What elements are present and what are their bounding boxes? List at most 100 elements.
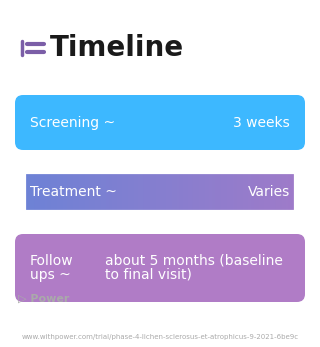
Bar [24,163,25,221]
Bar [157,163,158,221]
Bar [211,163,212,221]
Bar [192,163,193,221]
Bar [169,163,170,221]
Bar [105,163,106,221]
Bar [108,163,109,221]
Bar [154,163,156,221]
Bar [96,163,98,221]
Bar [256,163,257,221]
Bar [38,163,40,221]
Bar [45,163,47,221]
Bar [173,163,174,221]
Bar [124,163,125,221]
Bar [21,163,22,221]
Bar [31,163,32,221]
Bar [95,163,96,221]
Bar [240,163,241,221]
Bar [288,163,289,221]
Bar [228,163,230,221]
Bar [183,163,185,221]
Bar [27,163,28,221]
Text: Varies: Varies [248,185,290,199]
Bar [51,163,53,221]
Bar [276,163,277,221]
Bar [301,163,302,221]
Bar [298,163,299,221]
Bar [82,163,83,221]
Bar [209,163,211,221]
Bar [282,163,283,221]
Bar [199,163,201,221]
Bar [116,163,118,221]
Bar [127,163,128,221]
Bar [140,163,141,221]
Bar [91,163,92,221]
Bar [19,163,21,221]
Bar [44,163,45,221]
Bar [158,163,160,221]
Bar [261,163,263,221]
Bar [119,163,121,221]
Bar [269,163,270,221]
Bar [84,163,86,221]
Bar [257,163,259,221]
Bar [248,163,250,221]
Bar [98,163,99,221]
Bar [241,163,243,221]
Bar [60,163,61,221]
Bar [164,163,166,221]
Bar [174,163,176,221]
Bar [103,163,105,221]
Bar [291,163,292,221]
Bar [28,163,29,221]
Bar [34,163,35,221]
Bar [150,163,151,221]
Bar [132,163,134,221]
Bar [66,163,67,221]
Bar [37,163,38,221]
Bar [135,163,137,221]
Bar [162,163,163,221]
Bar [114,163,115,221]
Bar [172,163,173,221]
Bar [73,163,75,221]
Bar [122,163,124,221]
Text: ▷ Power: ▷ Power [18,294,69,304]
Bar [25,163,27,221]
Bar [238,163,240,221]
Bar [151,163,153,221]
Bar [292,163,293,221]
Bar [264,163,266,221]
Bar [201,163,202,221]
Bar [40,163,41,221]
Bar [215,163,217,221]
Bar [260,163,261,221]
Text: about 5 months (baseline: about 5 months (baseline [105,254,283,268]
Bar [245,163,247,221]
Bar [112,163,114,221]
Bar [75,163,76,221]
Bar [131,163,132,221]
Bar [89,163,91,221]
Text: Follow: Follow [30,254,74,268]
Bar [153,163,154,221]
Bar [202,163,204,221]
Bar [29,163,31,221]
Bar [106,163,108,221]
Bar [141,163,143,221]
Bar [204,163,205,221]
Bar [76,163,77,221]
Bar [250,163,251,221]
Bar [217,163,218,221]
Bar [275,163,276,221]
Bar [280,163,282,221]
Bar [156,163,157,221]
Bar [167,163,169,221]
Bar [137,163,138,221]
Bar [244,163,245,221]
Bar [176,163,177,221]
Bar [304,163,305,221]
Bar [205,163,206,221]
Bar [289,163,291,221]
Bar [83,163,84,221]
